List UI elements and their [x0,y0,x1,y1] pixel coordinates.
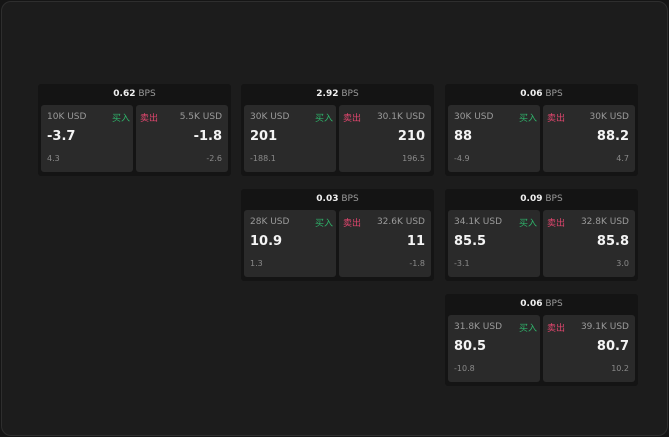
spread-header: 0.09 BPS [445,189,638,210]
bid-size: 28K USD [250,217,290,227]
spread-header: 0.06 BPS [445,84,638,105]
sell-label: 卖出 [343,219,362,229]
bid-size: 30K USD [250,112,290,122]
spread-value: 0.09 [520,194,543,204]
spread-unit: BPS [545,194,563,204]
quote-card: 2.92 BPS 30K USD 买入 201 -188.1 卖出 30.1K … [241,84,434,176]
bid-price: 10.9 [250,234,283,249]
spread-value: 2.92 [316,89,339,99]
ask-price: 210 [397,129,425,144]
sell-button[interactable]: 卖出 32.8K USD 85.8 3.0 [543,210,635,277]
ask-size: 30K USD [589,112,629,122]
sell-label: 卖出 [547,324,566,334]
buy-button[interactable]: 28K USD 买入 10.9 1.3 [244,210,336,277]
buy-button[interactable]: 30K USD 买入 201 -188.1 [244,105,336,172]
ask-change: 10.2 [611,364,629,373]
spread-unit: BPS [545,89,563,99]
sell-label: 卖出 [343,114,362,124]
buy-label: 买入 [314,114,333,124]
buy-button[interactable]: 34.1K USD 买入 85.5 -3.1 [448,210,540,277]
sell-label: 卖出 [140,114,159,124]
quote-card: 0.09 BPS 34.1K USD 买入 85.5 -3.1 卖出 32.8K… [445,189,638,281]
spread-unit: BPS [138,89,156,99]
bid-size: 30K USD [454,112,494,122]
spread-value: 0.03 [316,194,339,204]
ask-size: 30.1K USD [376,112,425,122]
ask-price: -1.8 [193,129,222,144]
buy-label: 买入 [111,114,130,124]
sell-label: 卖出 [547,114,566,124]
spread-header: 0.03 BPS [241,189,434,210]
bid-change: -188.1 [250,154,276,163]
buy-label: 买入 [518,324,537,334]
sell-button[interactable]: 卖出 30.1K USD 210 196.5 [339,105,431,172]
ask-change: -1.8 [409,259,425,268]
sell-button[interactable]: 卖出 30K USD 88.2 4.7 [543,105,635,172]
bid-change: 1.3 [250,259,263,268]
ask-price: 85.8 [596,234,629,249]
ask-size: 39.1K USD [580,322,629,332]
bid-change: 4.3 [47,154,60,163]
bid-price: -3.7 [47,129,76,144]
spread-value: 0.62 [113,89,136,99]
spread-unit: BPS [341,89,359,99]
sell-label: 卖出 [547,219,566,229]
buy-label: 买入 [518,219,537,229]
quote-card: 0.03 BPS 28K USD 买入 10.9 1.3 卖出 32.6K US… [241,189,434,281]
ask-price: 88.2 [596,129,629,144]
bid-price: 201 [250,129,278,144]
ask-size: 5.5K USD [179,112,222,122]
spread-header: 2.92 BPS [241,84,434,105]
quote-card: 0.62 BPS 10K USD 买入 -3.7 4.3 卖出 5.5K USD… [38,84,231,176]
sell-button[interactable]: 卖出 39.1K USD 80.7 10.2 [543,315,635,382]
spread-unit: BPS [545,299,563,309]
bid-change: -3.1 [454,259,470,268]
quote-card: 0.06 BPS 31.8K USD 买入 80.5 -10.8 卖出 39.1… [445,294,638,386]
bid-change: -10.8 [454,364,475,373]
bid-change: -4.9 [454,154,470,163]
bid-price: 85.5 [454,234,487,249]
spread-value: 0.06 [520,299,543,309]
buy-button[interactable]: 10K USD 买入 -3.7 4.3 [41,105,133,172]
bid-price: 88 [454,129,473,144]
buy-button[interactable]: 31.8K USD 买入 80.5 -10.8 [448,315,540,382]
buy-label: 买入 [314,219,333,229]
buy-label: 买入 [518,114,537,124]
ask-price: 11 [406,234,425,249]
spread-header: 0.06 BPS [445,294,638,315]
bid-price: 80.5 [454,339,487,354]
ask-change: 196.5 [402,154,425,163]
buy-button[interactable]: 30K USD 买入 88 -4.9 [448,105,540,172]
bid-size: 31.8K USD [454,322,503,332]
ask-size: 32.6K USD [376,217,425,227]
spread-unit: BPS [341,194,359,204]
bid-size: 34.1K USD [454,217,503,227]
bid-size: 10K USD [47,112,87,122]
ask-price: 80.7 [596,339,629,354]
quote-card: 0.06 BPS 30K USD 买入 88 -4.9 卖出 30K USD 8… [445,84,638,176]
spread-header: 0.62 BPS [38,84,231,105]
ask-size: 32.8K USD [580,217,629,227]
ask-change: -2.6 [206,154,222,163]
ask-change: 4.7 [616,154,629,163]
sell-button[interactable]: 卖出 5.5K USD -1.8 -2.6 [136,105,228,172]
ask-change: 3.0 [616,259,629,268]
sell-button[interactable]: 卖出 32.6K USD 11 -1.8 [339,210,431,277]
spread-value: 0.06 [520,89,543,99]
